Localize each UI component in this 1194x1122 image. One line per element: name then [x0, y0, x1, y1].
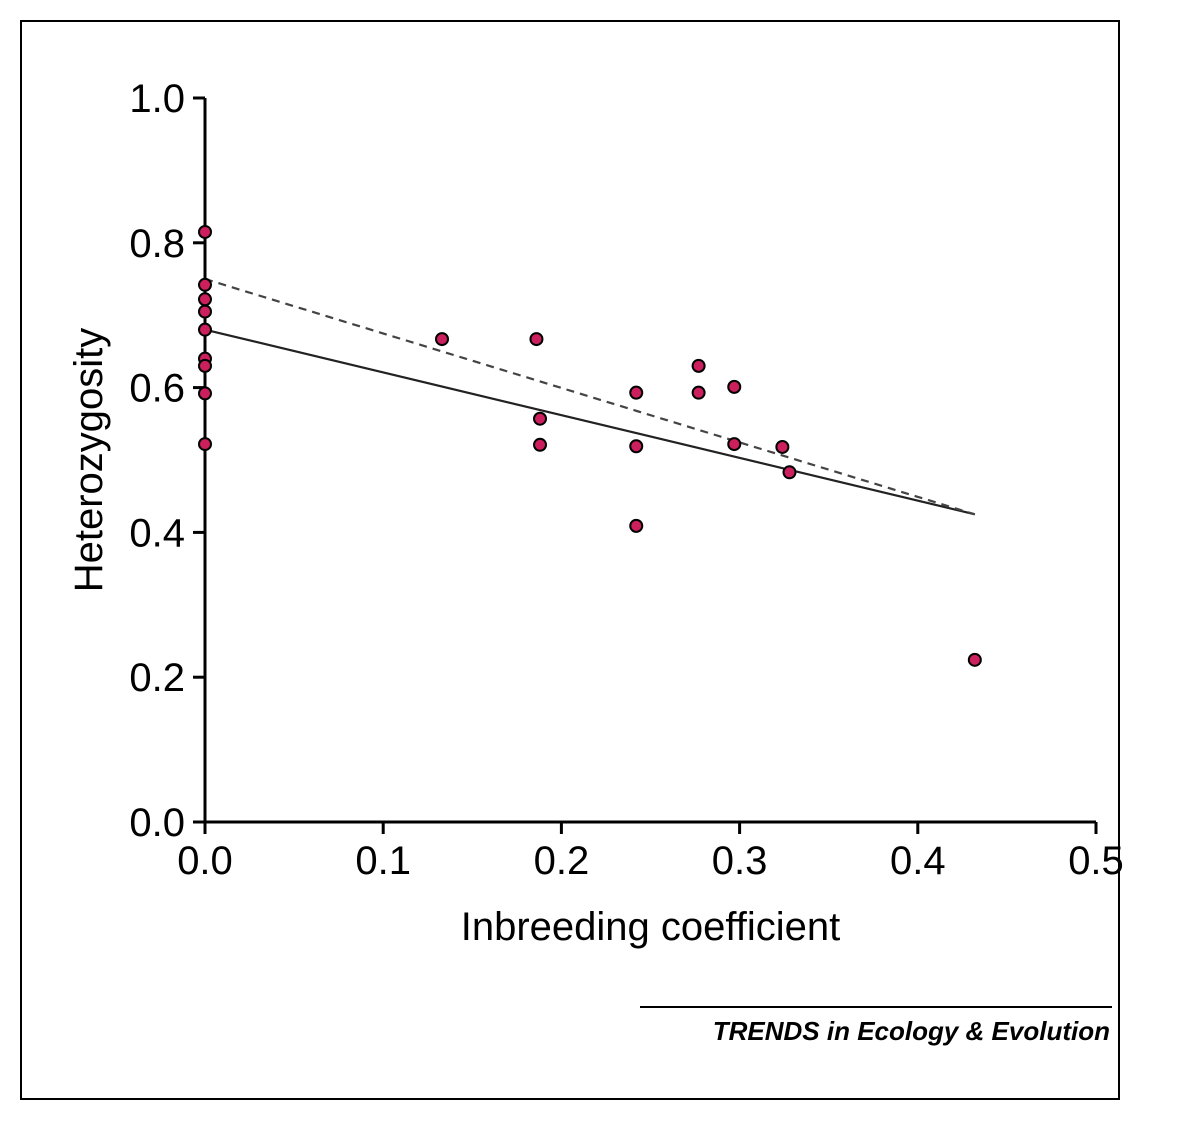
data-point [629, 385, 644, 400]
data-point [529, 332, 544, 347]
data-point [727, 437, 742, 452]
data-point [533, 411, 548, 426]
data-point [198, 224, 212, 239]
solid-regression-line [204, 328, 976, 516]
data-point [198, 322, 212, 337]
data-point [533, 437, 548, 452]
x-tick-label: 0.4 [890, 839, 946, 883]
x-tick-label: 0.2 [534, 839, 590, 883]
figure-frame [20, 20, 1120, 1100]
y-tick-label: 0.6 [129, 367, 185, 411]
data-point [629, 439, 644, 454]
y-tick-label: 0.0 [129, 801, 185, 845]
source-credit: TRENDS in Ecology & Evolution [712, 1016, 1110, 1046]
x-axis-title: Inbreeding coefficient [461, 905, 841, 949]
data-point [198, 386, 212, 401]
data-point [775, 439, 790, 454]
data-points [198, 224, 982, 667]
x-tick-label: 0.5 [1068, 839, 1124, 883]
data-point [691, 358, 706, 373]
y-axis-title: Heterozygosity [67, 328, 111, 593]
data-point [691, 385, 706, 400]
y-tick-label: 0.8 [129, 222, 185, 266]
data-point [198, 437, 212, 452]
dashed-regression-line [204, 277, 976, 516]
x-tick-label: 0.1 [355, 839, 411, 883]
data-point [198, 304, 212, 319]
x-tick-label: 0.3 [712, 839, 768, 883]
regression-lines [204, 277, 976, 516]
data-point [198, 358, 212, 373]
y-tick-label: 0.2 [129, 656, 185, 700]
y-tick-label: 0.4 [129, 511, 185, 555]
x-tick-label: 0.0 [177, 839, 233, 883]
ticks: 0.0 0.1 0.2 0.3 0.4 0.5 0.0 0.2 0.4 0.6 0.8 1.0 [129, 77, 1123, 883]
y-tick-label: 1.0 [129, 77, 185, 121]
data-point [629, 518, 644, 533]
data-point [198, 277, 212, 292]
axes [203, 98, 1096, 824]
data-point [198, 292, 212, 307]
data-point [967, 652, 982, 667]
data-point [727, 379, 742, 394]
source-credit-rule: TRENDS in Ecology & Evolution [640, 1006, 1112, 1048]
data-point [782, 465, 797, 480]
data-point [435, 332, 450, 347]
